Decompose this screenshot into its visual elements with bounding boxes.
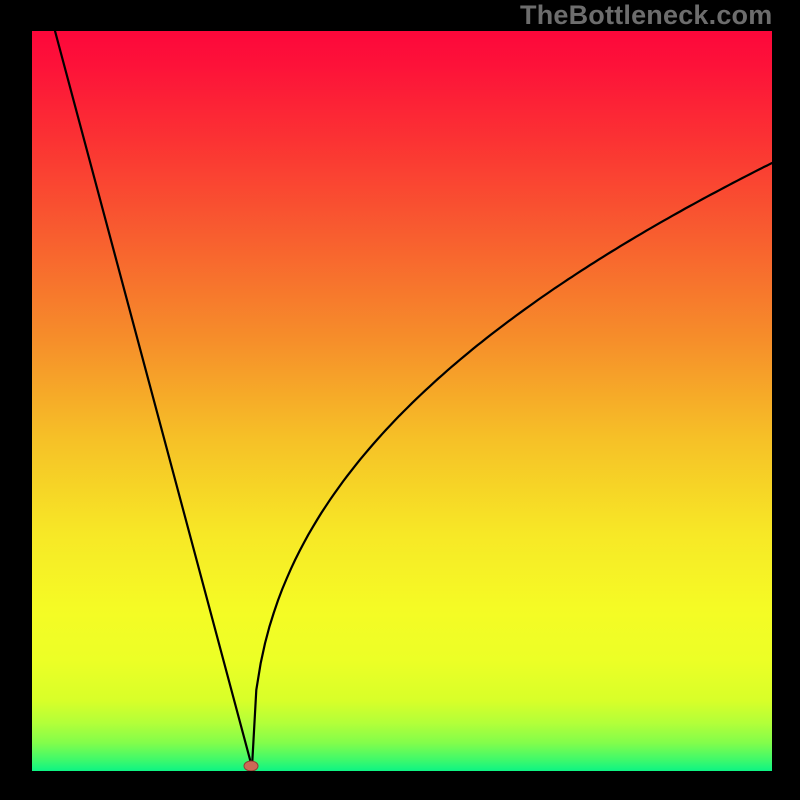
bottleneck-marker xyxy=(244,761,258,771)
chart-frame xyxy=(0,0,800,800)
chart-svg xyxy=(0,0,800,800)
watermark-text: TheBottleneck.com xyxy=(520,0,772,31)
gradient-background xyxy=(32,31,772,771)
